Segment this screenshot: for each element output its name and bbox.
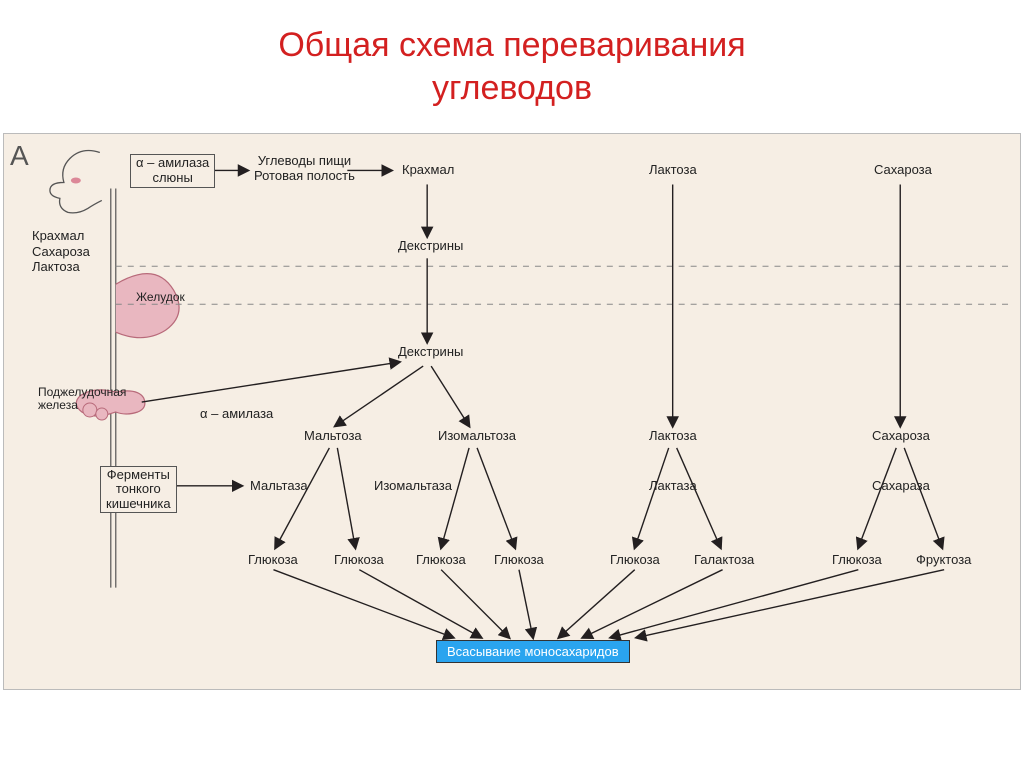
label-izomaltoza: Изомальтоза [438,428,516,443]
label-glukoza-5: Глюкоза [610,552,660,567]
absorption-box: Всасывание моносахаридов [436,640,630,663]
label-galaktoza: Галактоза [694,552,754,567]
stomach-icon [116,274,179,338]
label-maltaza: Мальтаза [250,478,308,493]
label-glukoza-1: Глюкоза [248,552,298,567]
label-dekstriny-1: Декстрины [398,238,463,253]
title-line-1: Общая схема переваривания [278,26,745,64]
label-pancreas: Поджелудочная железа [38,386,126,412]
page-title: Общая схема переваривания углеводов [0,0,1024,119]
label-alpha-amylase-pancreas: α – амилаза [200,406,273,421]
label-glukoza-4: Глюкоза [494,552,544,567]
label-glukoza-2: Глюкоза [334,552,384,567]
label-izomaltaza: Изомальтаза [374,478,452,493]
label-laktoza-mid: Лактоза [649,428,697,443]
label-food-oral: Углеводы пищи Ротовая полость [254,154,355,184]
label-laktaza: Лактаза [649,478,697,493]
label-fermenty: Ферменты тонкого кишечника [100,466,177,513]
label-glukoza-7: Глюкоза [832,552,882,567]
label-saharoza-top: Сахароза [874,162,932,177]
label-fruktoza: Фруктоза [916,552,971,567]
digestion-diagram: А [4,134,1020,689]
label-krahmal-sah-lak: Крахмал Сахароза Лактоза [32,228,90,275]
label-alpha-amylase-saliva: α – амилаза слюны [130,154,215,188]
label-laktoza-top: Лактоза [649,162,697,177]
label-saharaza: Сахараза [872,478,930,493]
label-krahmal-top: Крахмал [402,162,454,177]
label-zheludok: Желудок [136,290,185,304]
diagram-svg [4,134,1020,689]
anatomy-illustration [50,151,179,588]
label-saharoza-mid: Сахароза [872,428,930,443]
title-line-2: углеводов [432,69,592,107]
label-maltoza: Мальтоза [304,428,362,443]
label-glukoza-3: Глюкоза [416,552,466,567]
diagram-container: А [3,133,1021,690]
label-dekstriny-2: Декстрины [398,344,463,359]
